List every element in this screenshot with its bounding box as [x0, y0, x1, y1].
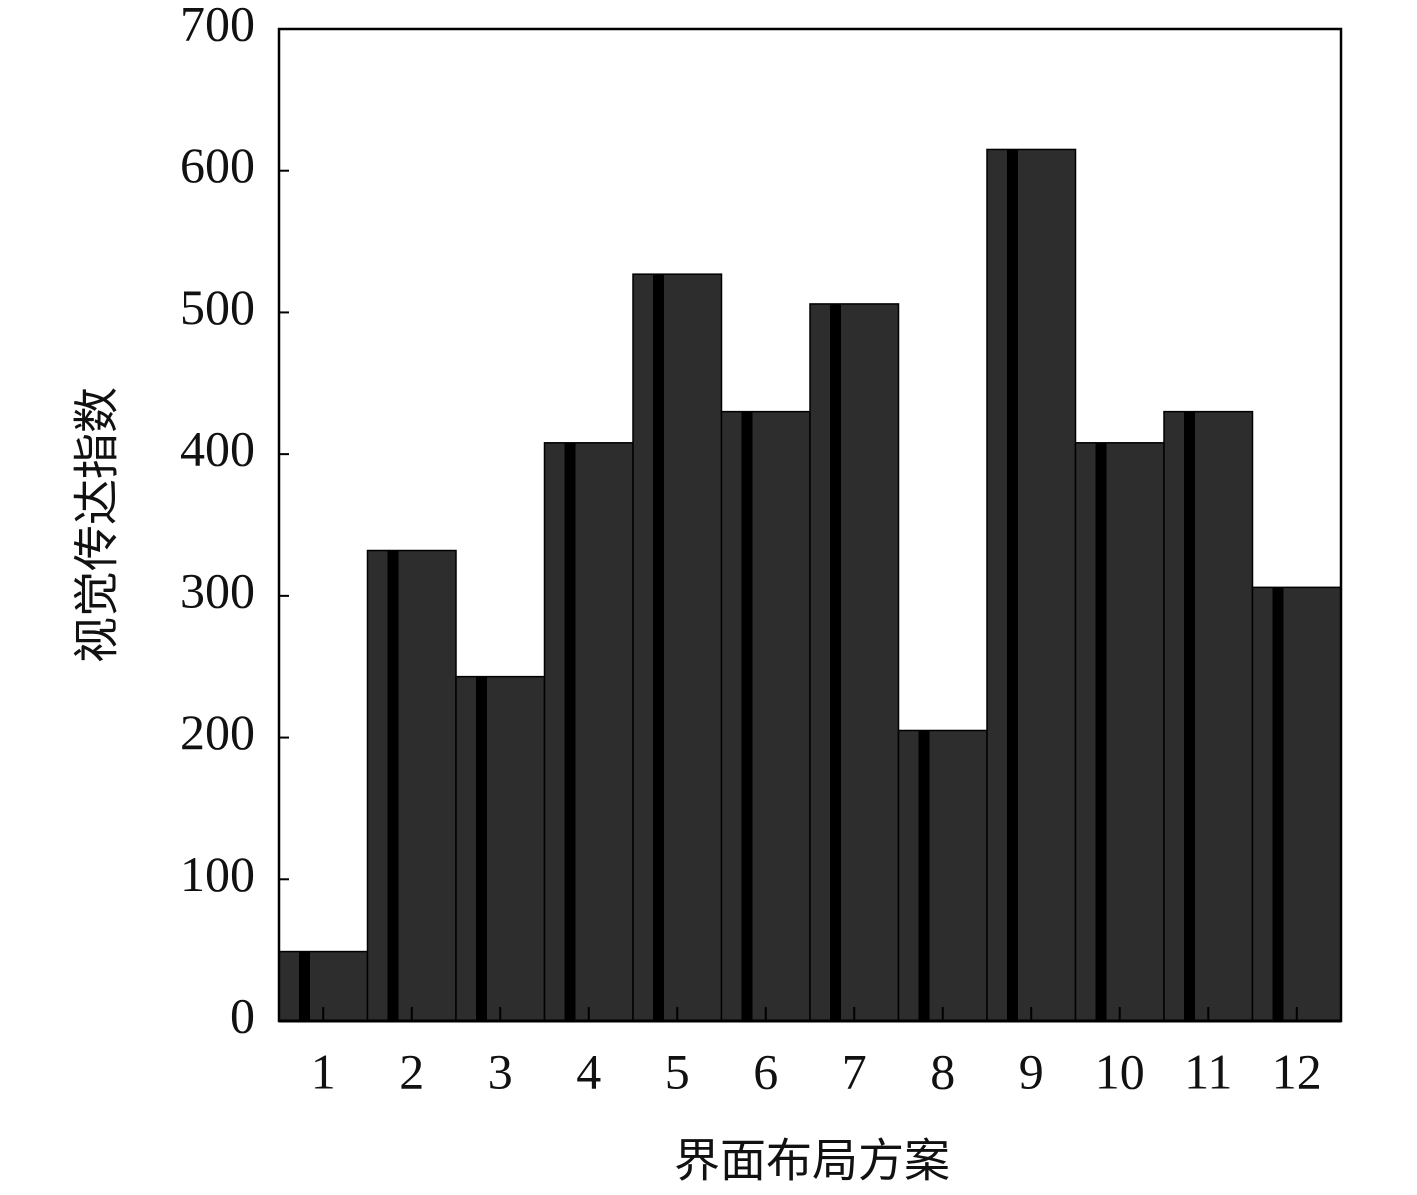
x-tick-label: 2: [399, 1043, 424, 1099]
x-tick-label: 3: [488, 1043, 513, 1099]
x-tick-label: 11: [1184, 1043, 1232, 1099]
x-tick-label: 10: [1095, 1043, 1145, 1099]
x-tick-label: 12: [1272, 1043, 1322, 1099]
bar: [1251, 586, 1342, 1022]
y-tick-label: 300: [180, 562, 255, 618]
bar-shade: [830, 303, 841, 1021]
bar: [366, 549, 457, 1022]
y-tick-label: 200: [180, 704, 255, 760]
bar-shade: [476, 676, 487, 1021]
x-tick-label: 8: [930, 1043, 955, 1099]
bar-shade: [1184, 411, 1195, 1022]
bar: [809, 303, 900, 1022]
bar: [1074, 442, 1165, 1022]
bar: [1163, 410, 1254, 1022]
x-tick-label: 5: [665, 1043, 690, 1099]
y-tick-label: 100: [180, 846, 255, 902]
bar: [455, 675, 546, 1022]
y-tick-label: 700: [180, 0, 255, 51]
y-tick-label: 500: [180, 279, 255, 335]
x-axis-label: 界面布局方案: [674, 1136, 950, 1187]
bar-shade: [1272, 587, 1284, 1021]
y-tick-label: 0: [230, 987, 255, 1043]
y-tick-label: 600: [180, 137, 255, 193]
y-axis-label: 视觉传达指数: [72, 387, 123, 663]
bar-shade: [1095, 442, 1107, 1021]
x-tick-label: 4: [576, 1043, 601, 1099]
x-tick-label: 9: [1019, 1043, 1044, 1099]
y-tick-label: 400: [180, 421, 255, 477]
x-tick-label: 6: [753, 1043, 778, 1099]
x-tick-label: 7: [842, 1043, 867, 1099]
bar-shade: [1007, 149, 1018, 1021]
bar-shade: [564, 442, 576, 1021]
bar-shade: [299, 951, 310, 1021]
bar-shade: [653, 274, 664, 1021]
bar-shade: [387, 550, 399, 1021]
bar: [720, 410, 811, 1022]
bar-shade: [741, 411, 753, 1022]
bar: [986, 148, 1077, 1022]
bar: [543, 442, 634, 1022]
bar: [897, 729, 988, 1022]
bar-shade: [918, 730, 930, 1021]
x-tick-label: 1: [311, 1043, 336, 1099]
bar: [632, 273, 723, 1022]
